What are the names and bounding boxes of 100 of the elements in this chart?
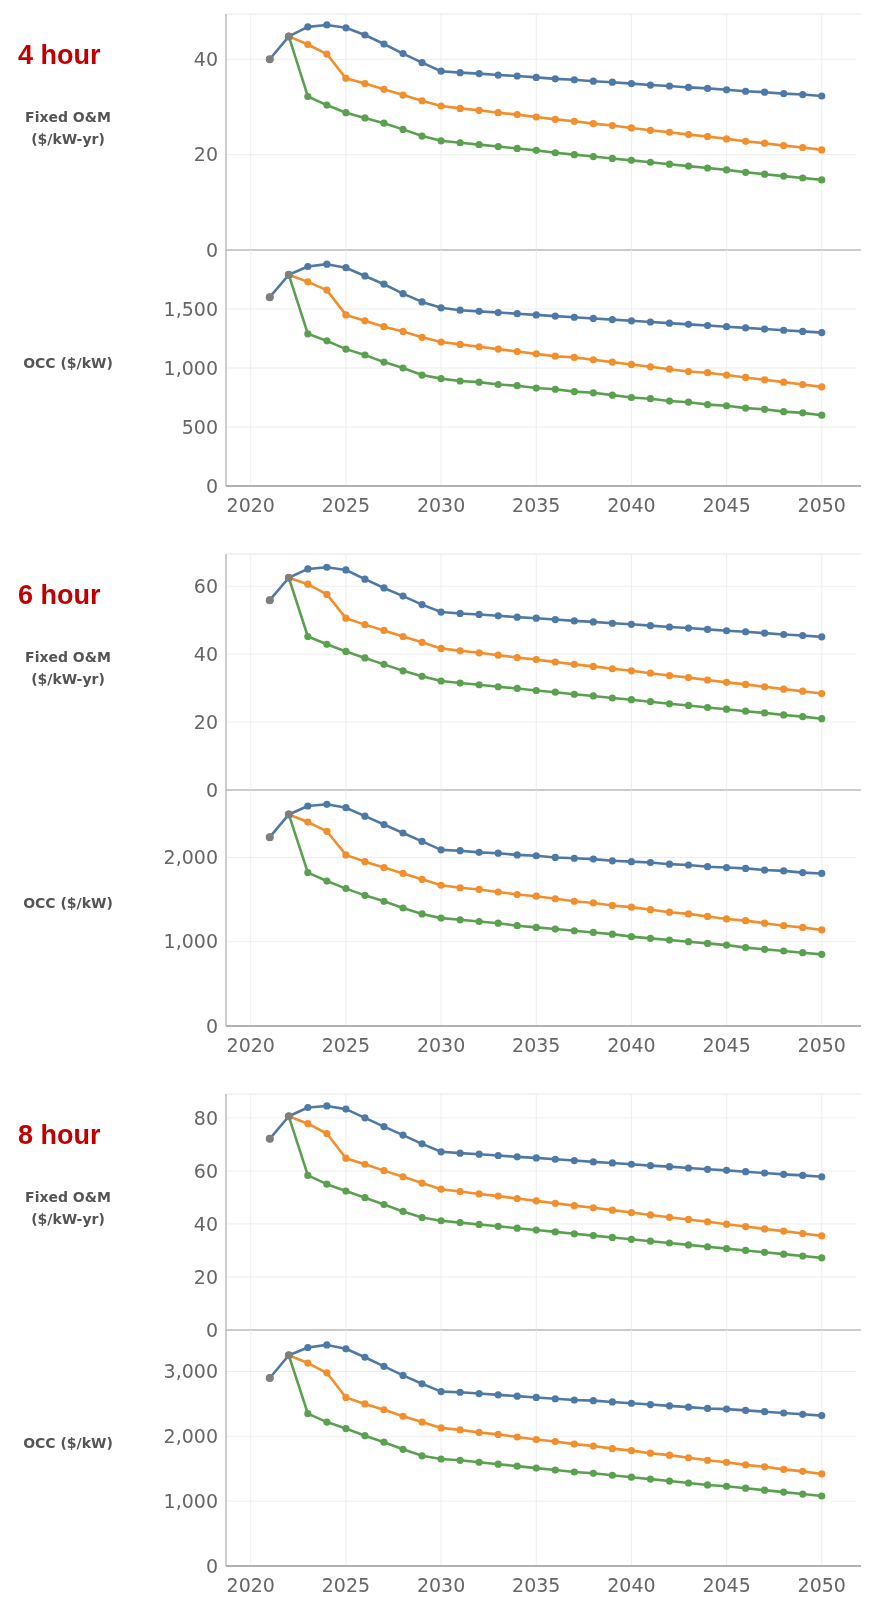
point (627, 1399, 636, 1407)
y-tick-label: 1,000 (163, 356, 218, 379)
point (342, 1154, 350, 1162)
point (589, 928, 597, 937)
point (304, 23, 312, 31)
point (818, 869, 826, 878)
point (684, 367, 693, 376)
point (570, 313, 578, 321)
point (494, 849, 502, 857)
y-tick-label: 80 (193, 1106, 218, 1129)
point (418, 1140, 426, 1148)
point (722, 402, 731, 410)
point (627, 696, 636, 704)
point (761, 683, 769, 691)
point (703, 703, 712, 712)
point (780, 1170, 788, 1178)
point (627, 933, 636, 941)
x-tick-label: 2040 (607, 1574, 656, 1596)
point (818, 176, 826, 184)
point (342, 109, 350, 117)
point (646, 1211, 655, 1219)
point (608, 1206, 616, 1214)
point (513, 1433, 521, 1441)
point (551, 688, 559, 696)
point (703, 132, 712, 141)
point (551, 1199, 559, 1207)
point (323, 827, 331, 835)
point (551, 1466, 559, 1474)
point (418, 638, 426, 646)
x-tick-label: 2045 (702, 494, 751, 516)
point (361, 1160, 369, 1168)
point (761, 325, 769, 333)
point (551, 149, 559, 157)
x-tick-label: 2020 (226, 1574, 275, 1596)
point (532, 1435, 540, 1444)
point (684, 674, 693, 682)
point (399, 364, 407, 372)
point (627, 1473, 636, 1481)
point (780, 172, 788, 180)
point (418, 59, 426, 67)
point (608, 857, 616, 865)
point (780, 1250, 788, 1258)
point (665, 908, 674, 916)
point (513, 111, 521, 119)
point (703, 912, 712, 921)
point (684, 910, 693, 918)
point (742, 917, 750, 925)
x-tick-label: 2030 (416, 1574, 466, 1596)
x-tick-label: 2050 (797, 494, 846, 516)
point (399, 1131, 407, 1139)
point (342, 311, 350, 319)
y-tick-label: 60 (193, 1159, 218, 1182)
point (703, 625, 712, 633)
point (608, 316, 616, 324)
point (361, 31, 369, 39)
point (780, 922, 788, 930)
point (323, 563, 331, 571)
y-tick-label: 0 (205, 778, 218, 801)
point (475, 1389, 483, 1398)
point (380, 1406, 388, 1414)
point (532, 384, 540, 392)
point (799, 631, 807, 640)
point (475, 378, 483, 386)
point (418, 601, 426, 609)
point (494, 109, 502, 117)
point (494, 1430, 502, 1438)
point (780, 1409, 788, 1417)
point (703, 1165, 712, 1173)
point (380, 280, 388, 288)
point (818, 950, 826, 958)
point (494, 1460, 502, 1468)
point (646, 1237, 655, 1245)
point (361, 80, 369, 88)
point (513, 613, 521, 621)
point (818, 329, 826, 337)
point (627, 1160, 636, 1168)
y-tick-label: 0 (205, 238, 218, 261)
point (380, 40, 388, 48)
point (818, 1232, 826, 1240)
point (646, 318, 655, 326)
y-axis-title: OCC ($/kW) (23, 1435, 113, 1451)
point (323, 877, 331, 885)
point (380, 119, 388, 127)
point (627, 620, 636, 628)
point (570, 927, 578, 935)
point (646, 158, 655, 166)
point (304, 632, 312, 641)
point (380, 820, 388, 829)
point (742, 1246, 750, 1255)
point (589, 692, 597, 700)
point (399, 125, 407, 133)
point (703, 1404, 712, 1413)
point (742, 1484, 750, 1492)
point (399, 869, 407, 878)
point (418, 1213, 426, 1222)
point (323, 50, 331, 58)
point (742, 1222, 750, 1231)
text: 6 hour (18, 580, 101, 610)
point (570, 617, 578, 625)
point (342, 1187, 350, 1195)
